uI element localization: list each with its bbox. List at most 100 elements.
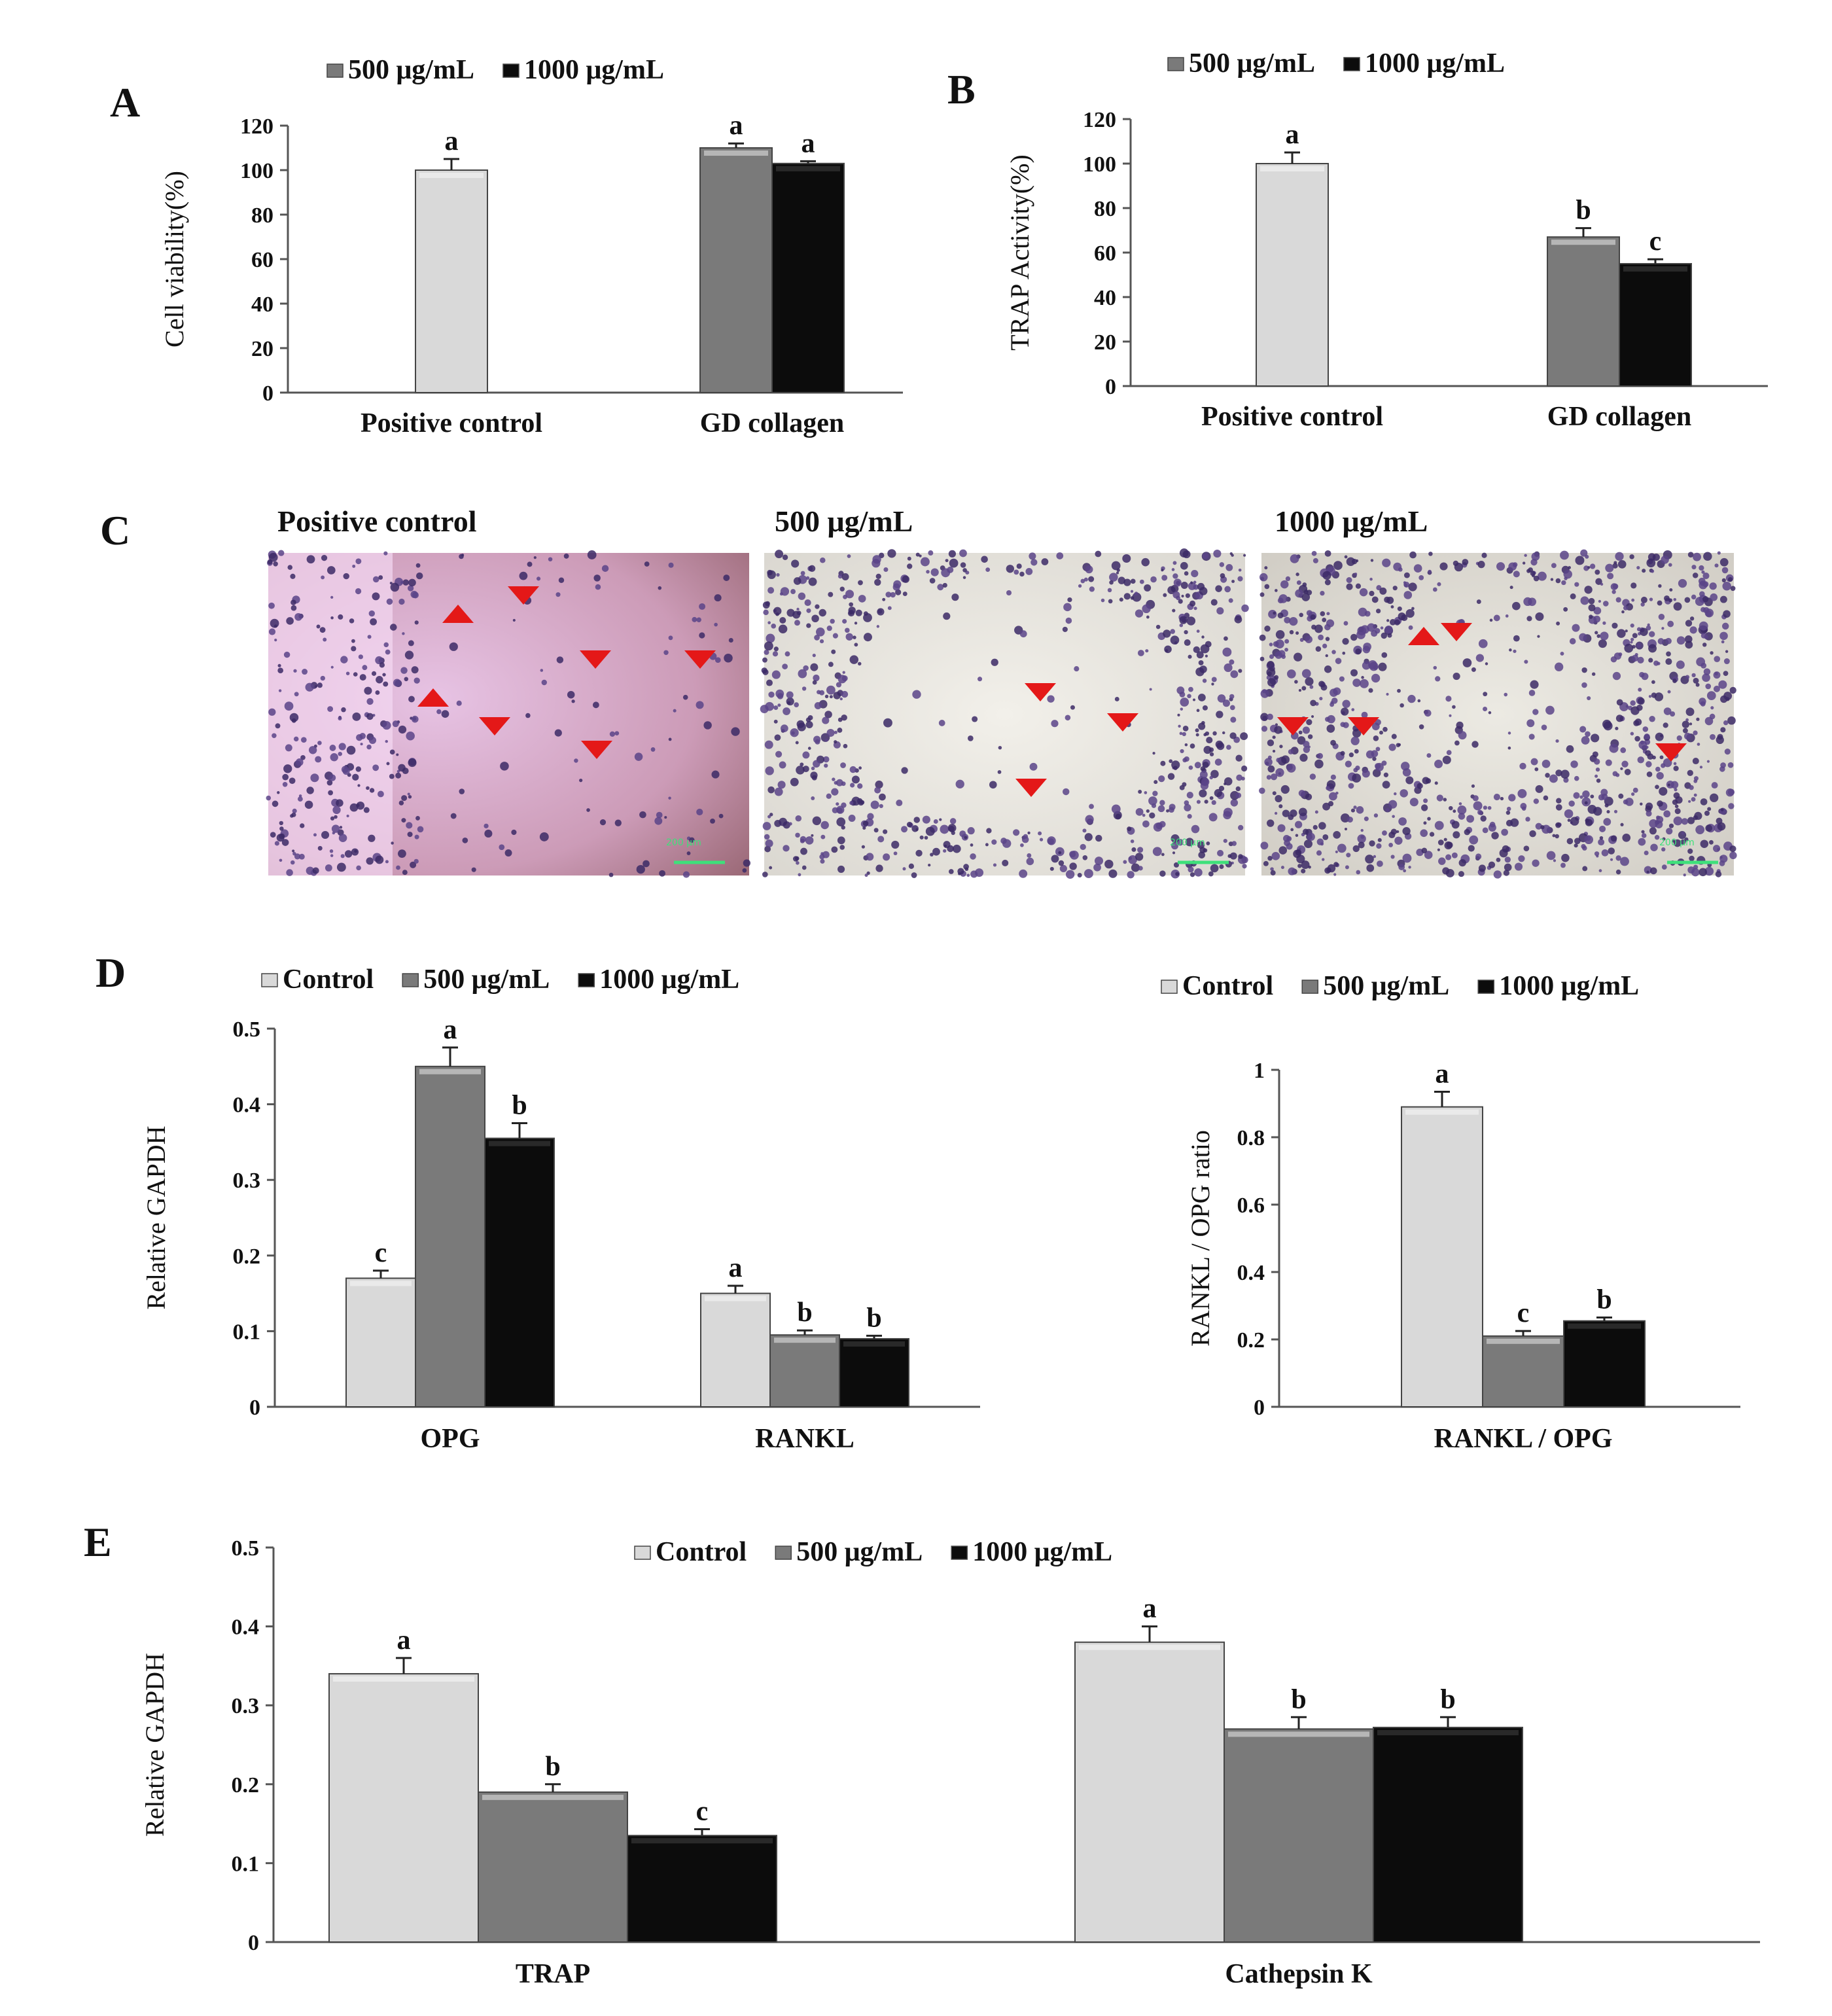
cell-dot — [1400, 789, 1408, 798]
cell-dot — [1476, 599, 1481, 605]
cell-dot — [1570, 760, 1578, 768]
cell-dot — [1508, 794, 1516, 802]
cell-dot — [1673, 597, 1677, 601]
cell-dot — [1056, 552, 1064, 559]
cell-dot — [1514, 862, 1523, 871]
cell-dot — [1524, 660, 1528, 664]
cell-dot — [1724, 749, 1731, 755]
cell-dot — [867, 813, 874, 820]
cell-dot — [1067, 597, 1072, 603]
cell-dot — [1436, 794, 1443, 802]
cell-dot — [1453, 560, 1459, 567]
cell-dot — [1658, 584, 1662, 588]
cell-dot — [1530, 558, 1538, 566]
cell-dot — [539, 832, 549, 841]
cell-dot — [1540, 825, 1545, 830]
cell-dot — [1720, 762, 1726, 768]
y-tick-label: 0.6 — [1237, 1194, 1265, 1218]
y-tick-label: 0.1 — [233, 1320, 261, 1344]
cell-dot — [777, 693, 784, 699]
cell-dot — [873, 828, 879, 833]
cell-dot — [1260, 713, 1269, 721]
cell-dot — [887, 549, 896, 558]
cell-dot — [1303, 840, 1312, 849]
cell-dot — [1335, 791, 1339, 795]
cell-dot — [1267, 661, 1275, 669]
cell-dot — [1710, 706, 1714, 710]
cell-dot — [711, 770, 720, 779]
cell-dot — [1267, 856, 1273, 861]
cell-dot — [375, 656, 383, 665]
cell-dot — [356, 865, 361, 871]
cell-dot — [1552, 834, 1556, 838]
cell-dot — [1187, 694, 1191, 699]
cell-dot — [1689, 616, 1695, 621]
cell-dot — [782, 554, 788, 560]
cell-dot — [1135, 853, 1144, 861]
cell-dot — [1172, 609, 1176, 612]
cell-dot — [1163, 629, 1171, 638]
significance-letter: a — [730, 111, 743, 141]
cell-dot — [942, 582, 947, 588]
cell-dot — [1006, 590, 1012, 596]
cell-dot — [414, 620, 419, 625]
cell-dot — [1413, 564, 1422, 573]
cell-dot — [1691, 565, 1697, 570]
cell-dot — [1135, 807, 1144, 816]
cell-dot — [1307, 734, 1313, 739]
cell-dot — [1449, 805, 1453, 811]
cell-dot — [962, 568, 967, 573]
y-tick-label: 0 — [248, 1931, 259, 1955]
significance-letter: c — [1517, 1298, 1530, 1328]
cell-dot — [1555, 834, 1559, 839]
cell-dot — [845, 628, 850, 633]
cell-dot — [1278, 594, 1288, 603]
cell-dot — [1172, 851, 1176, 855]
legend-swatch-dose500 — [1167, 57, 1184, 71]
cell-dot — [1368, 688, 1373, 693]
cell-dot — [764, 740, 773, 749]
cell-dot — [563, 554, 569, 559]
legend-label-control: Control — [283, 964, 374, 995]
cell-dot — [1700, 633, 1707, 639]
cell-dot — [1189, 600, 1196, 607]
cell-dot — [1707, 807, 1712, 811]
cell-dot — [1505, 614, 1509, 618]
cell-dot — [1383, 726, 1388, 732]
cell-dot — [1443, 838, 1447, 841]
bar-highlight — [350, 1281, 412, 1286]
cell-dot — [977, 677, 983, 682]
significance-letter: c — [1649, 226, 1662, 256]
cell-dot — [1402, 853, 1412, 863]
cell-dot — [1088, 576, 1095, 582]
cell-dot — [1378, 662, 1387, 671]
cell-dot — [1173, 766, 1178, 770]
cell-dot — [1668, 823, 1674, 828]
y-tick-label: 80 — [1094, 197, 1116, 221]
cell-dot — [863, 611, 868, 616]
cell-dot — [533, 556, 537, 559]
cell-dot — [1420, 829, 1428, 838]
panel-letter-d: D — [96, 949, 126, 996]
cell-dot — [1195, 733, 1199, 737]
cell-dot — [1649, 867, 1657, 875]
cell-dot — [1519, 762, 1526, 770]
cell-dot — [1224, 636, 1228, 641]
cell-dot — [1689, 626, 1697, 634]
cell-dot — [1361, 676, 1364, 679]
cell-dot — [1408, 582, 1417, 592]
cell-dot — [1078, 584, 1082, 588]
cell-dot — [331, 824, 340, 833]
cell-dot — [1530, 680, 1539, 689]
cell-dot — [320, 675, 325, 681]
cell-dot — [1661, 847, 1666, 852]
cell-dot — [1390, 828, 1398, 835]
cell-dot — [1408, 625, 1413, 630]
cell-dot — [1630, 641, 1633, 644]
cell-dot — [332, 805, 341, 815]
cell-dot — [970, 843, 974, 847]
cell-dot — [1587, 805, 1597, 814]
cell-dot — [937, 584, 944, 591]
cell-dot — [1554, 662, 1564, 671]
cell-dot — [841, 690, 849, 698]
